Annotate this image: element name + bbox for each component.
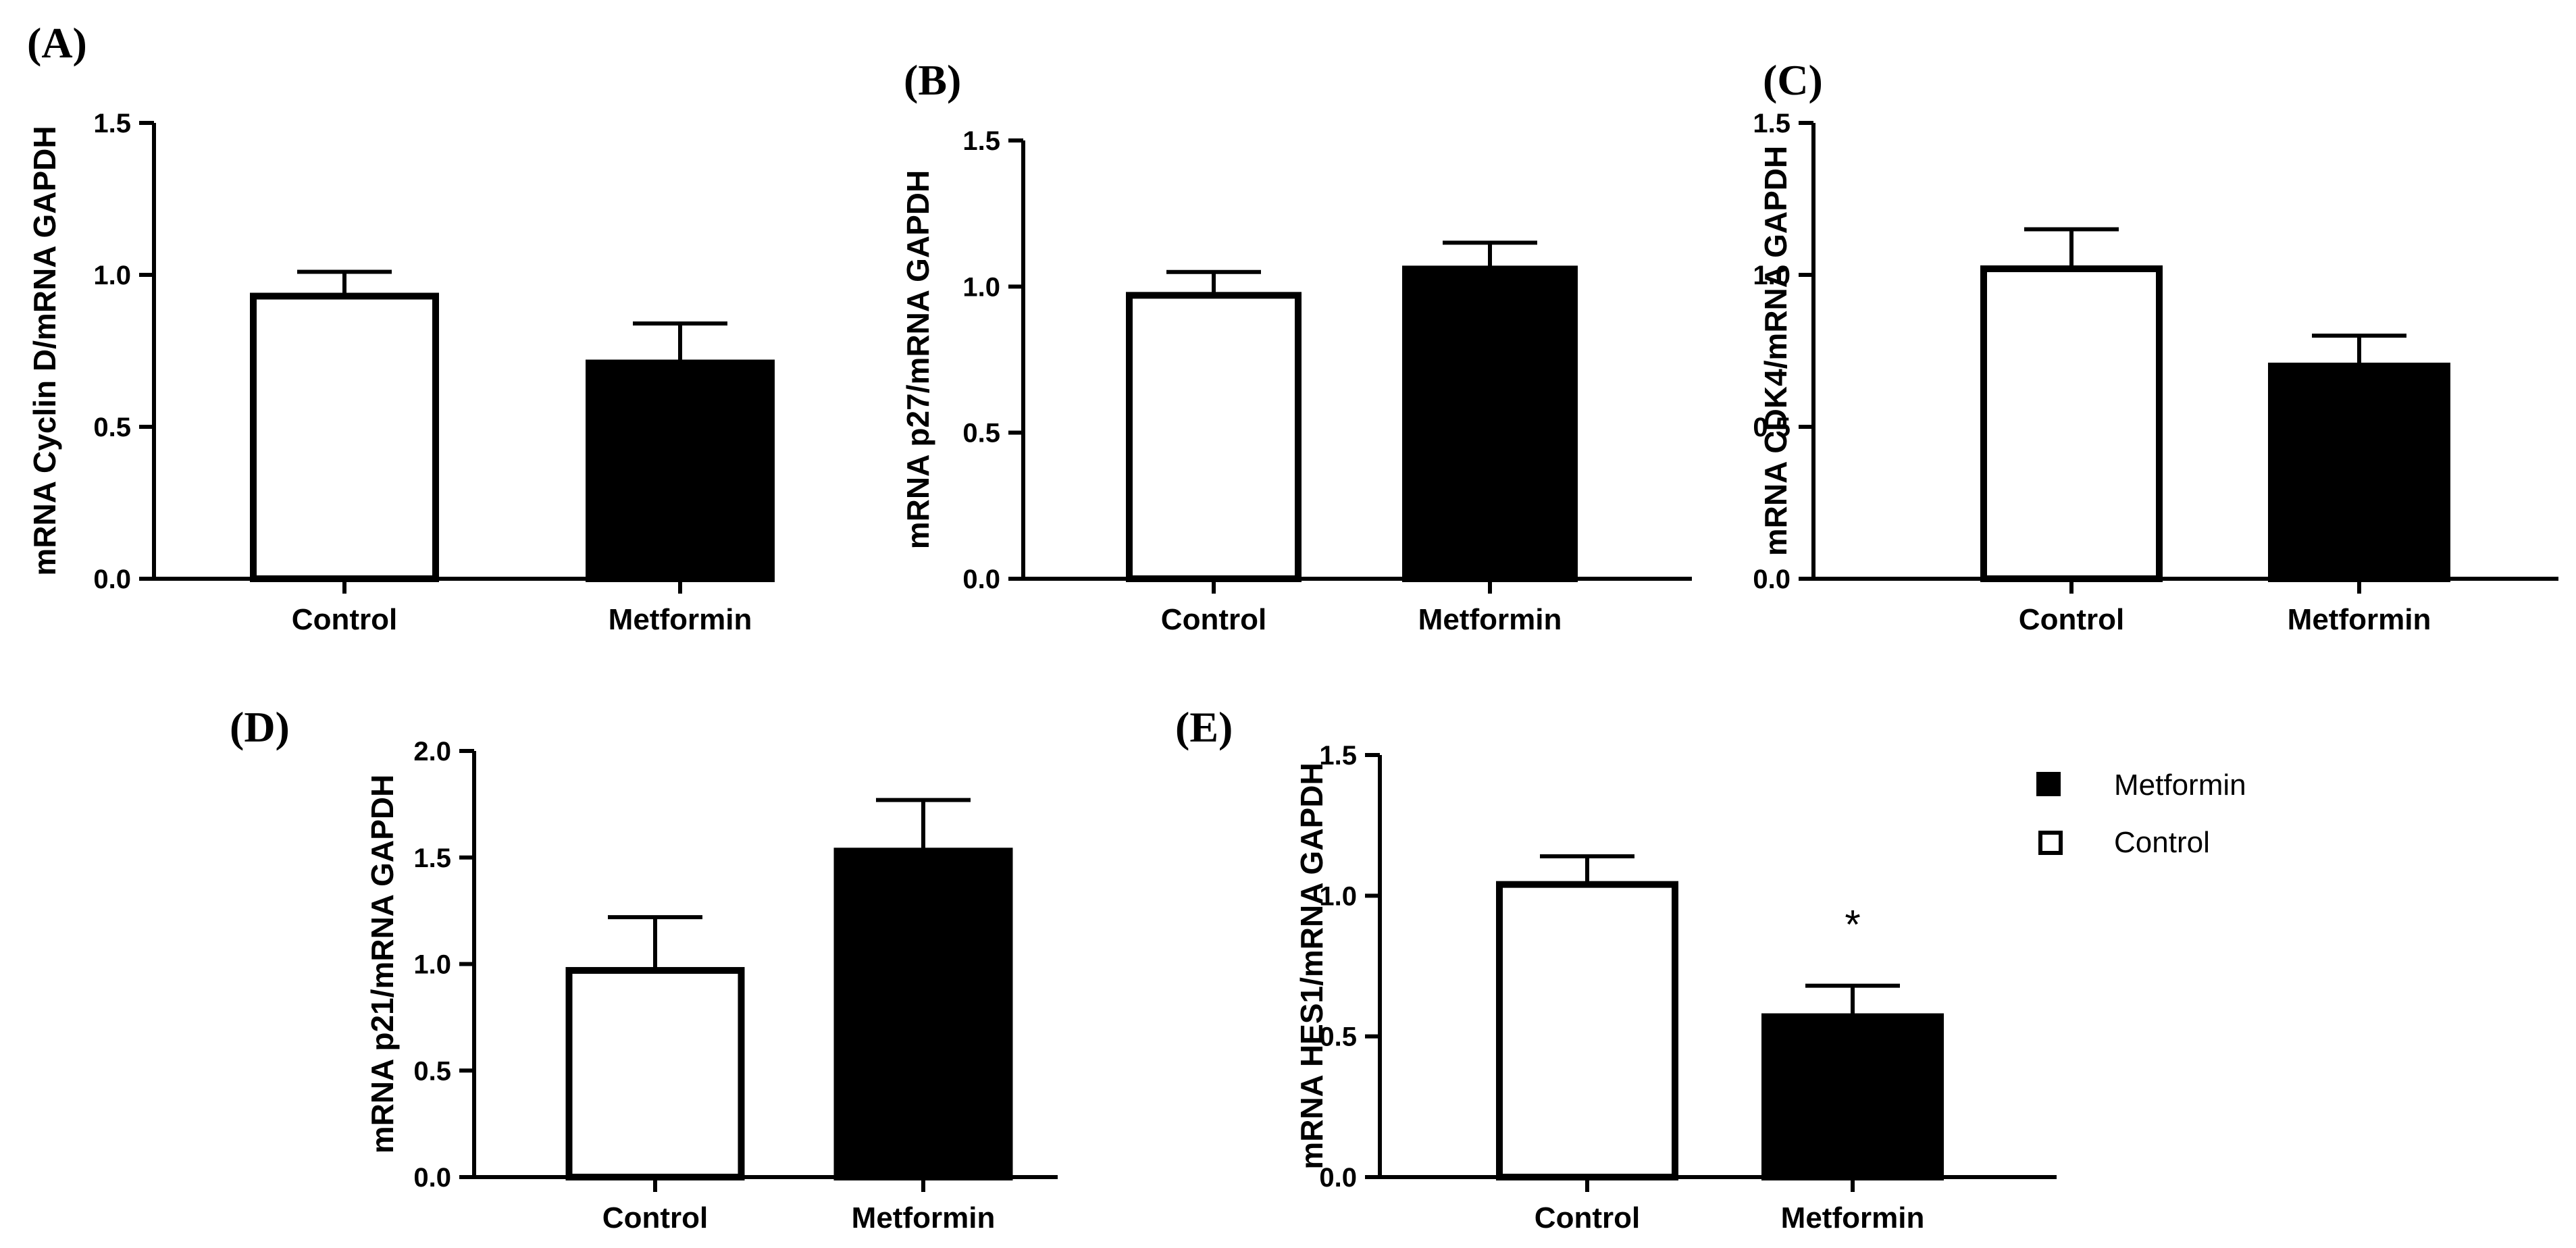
y-axis-title: mRNA CDK4/mRNA GAPDH <box>1758 146 1793 556</box>
bar-metformin <box>2268 363 2450 582</box>
chart-panels: (A) 0.0 0.5 1.0 1.5 mRNA Cyclin D/mRNA GAPDH C… <box>27 19 2558 1234</box>
x-tick-label-control: Control <box>292 603 397 636</box>
x-tick-label-metformin: Metformin <box>609 603 752 636</box>
panel-b: (B) 0.0 0.5 1.0 1.5 mRNA p27/mRNA GAPDH Contro… <box>900 56 1692 636</box>
panel-a: (A) 0.0 0.5 1.0 1.5 mRNA Cyclin D/mRNA GAPDH C… <box>27 19 775 636</box>
bar-control <box>1980 265 2163 582</box>
legend-swatch-metformin <box>2036 772 2061 796</box>
bar-metformin <box>586 359 775 582</box>
y-tick-label: 1.5 <box>962 126 1000 156</box>
y-axis-title: mRNA Cyclin D/mRNA GAPDH <box>27 126 62 575</box>
bar-control <box>250 292 439 582</box>
panel-label: (C) <box>1763 56 1823 104</box>
panel-label: (A) <box>27 19 87 67</box>
panel-label: (B) <box>904 56 961 104</box>
y-tick-label: 0.5 <box>93 413 131 442</box>
x-tick-label-control: Control <box>2019 603 2124 636</box>
panel-label: (E) <box>1175 703 1233 751</box>
x-tick-label-control: Control <box>1535 1201 1640 1234</box>
y-tick-label: 0.0 <box>93 565 131 594</box>
panel-label: (D) <box>230 703 290 751</box>
bar-metformin <box>1761 1013 1944 1180</box>
y-tick-label: 1.5 <box>1319 741 1357 771</box>
x-tick-label-metformin: Metformin <box>2288 603 2431 636</box>
y-tick-label: 0.5 <box>962 419 1000 448</box>
x-tick-label-metformin: Metformin <box>1781 1201 1925 1234</box>
y-tick-label: 0.5 <box>1319 1022 1357 1052</box>
bar-control <box>1126 292 1302 582</box>
y-tick-label: 0.0 <box>1319 1163 1357 1193</box>
y-tick-label: 0.0 <box>962 565 1000 594</box>
y-tick-label: 1.5 <box>1753 109 1791 138</box>
figure-legend: Metformin Control <box>2036 769 2246 859</box>
y-tick-label: 1.5 <box>413 843 451 873</box>
y-tick-label: 1.0 <box>93 261 131 290</box>
y-tick-label: 2.0 <box>413 737 451 766</box>
y-tick-label: 0.0 <box>413 1163 451 1193</box>
panel-d: (D) 0.0 0.5 1.0 1.5 2.0 mRNA p21/mRNA GAPDH Con… <box>230 703 1058 1234</box>
x-tick-label-control: Control <box>602 1201 708 1234</box>
y-tick-label: 1.5 <box>93 109 131 138</box>
y-tick-label: 1.0 <box>1319 881 1357 911</box>
x-tick-label-metformin: Metformin <box>852 1201 996 1234</box>
bar-control <box>1496 881 1678 1180</box>
y-tick-label: 1.0 <box>413 950 451 980</box>
legend-label-metformin: Metformin <box>2114 769 2246 802</box>
legend-swatch-control <box>2038 831 2063 855</box>
panel-c: (C) 0.0 0.5 1.0 1.5 mRNA CDK4/mRNA GAPDH Contr… <box>1753 56 2558 636</box>
bar-control <box>565 966 745 1180</box>
bar-metformin <box>1402 265 1578 582</box>
y-tick-label: 0.5 <box>413 1056 451 1086</box>
y-tick-label: 0.5 <box>1753 413 1791 442</box>
x-tick-label-metformin: Metformin <box>1418 603 1562 636</box>
y-axis-title: mRNA HES1/mRNA GAPDH <box>1294 762 1329 1169</box>
y-tick-label: 0.0 <box>1753 565 1791 594</box>
significance-marker: * <box>1845 902 1860 947</box>
y-tick-label: 1.0 <box>962 272 1000 302</box>
y-tick-label: 1.0 <box>1753 261 1791 290</box>
y-axis-title: mRNA p27/mRNA GAPDH <box>900 170 935 549</box>
bar-metformin <box>833 848 1013 1181</box>
legend-label-control: Control <box>2114 826 2210 859</box>
y-axis-title: mRNA p21/mRNA GAPDH <box>365 775 400 1153</box>
x-tick-label-control: Control <box>1161 603 1266 636</box>
